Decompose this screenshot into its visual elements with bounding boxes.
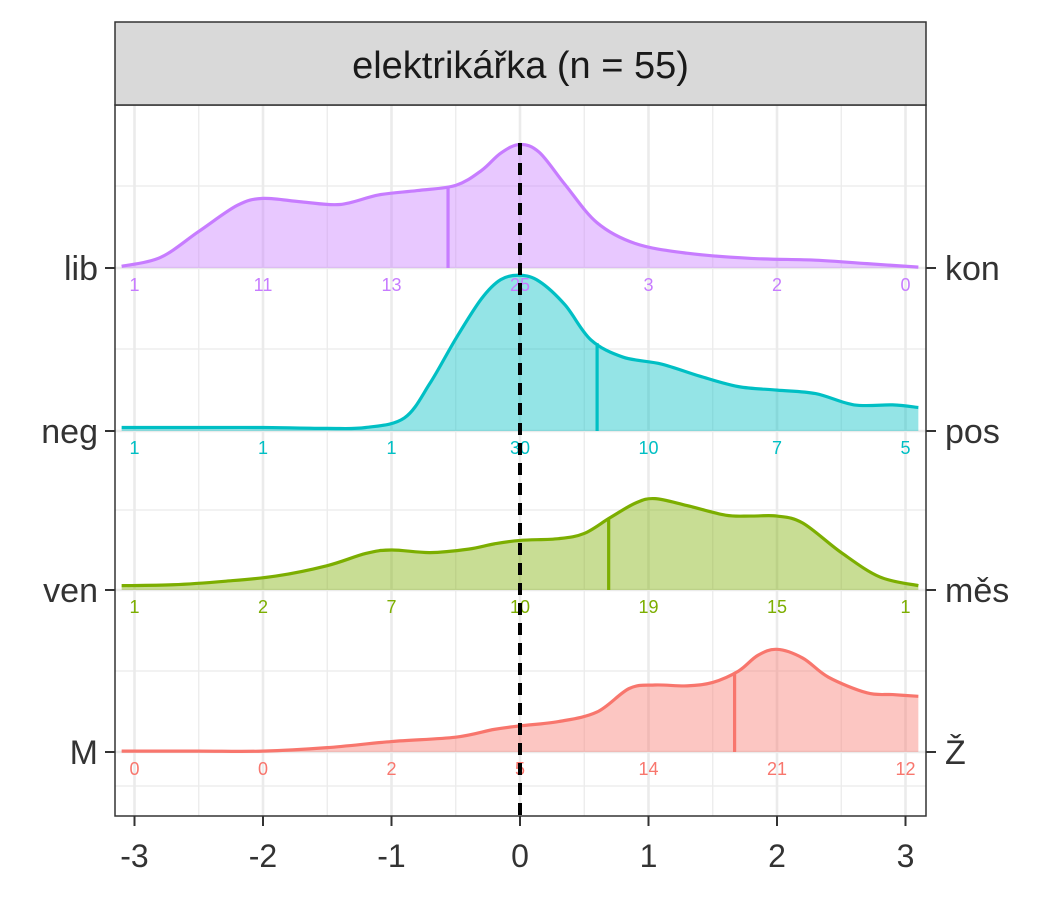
count-label: 0 <box>129 759 139 779</box>
count-label: 1 <box>129 275 139 295</box>
count-label: 5 <box>900 438 910 458</box>
x-axis-tick-label: 1 <box>640 838 658 874</box>
count-label: 13 <box>381 275 401 295</box>
ridge-M-Ž <box>121 647 919 753</box>
facet-strip-background <box>114 21 927 106</box>
x-axis-tick-label: 2 <box>768 838 786 874</box>
ridge-line <box>121 496 919 588</box>
count-label: 1 <box>386 438 396 458</box>
right-axis-label: kon <box>945 250 1000 288</box>
left-axis-label: neg <box>41 413 98 451</box>
count-label: 2 <box>386 759 396 779</box>
ridge-line <box>121 647 919 753</box>
count-label: 0 <box>258 759 268 779</box>
facet-title: elektrikářka (n = 55) <box>352 45 689 87</box>
x-axis-tick-label: -2 <box>249 838 277 874</box>
x-axis-tick-label: -3 <box>120 838 148 874</box>
left-axis-label: lib <box>64 250 98 288</box>
count-label: 1 <box>258 438 268 458</box>
ridge-area <box>121 649 919 752</box>
count-label: 15 <box>767 597 787 617</box>
right-axis-label: měs <box>945 572 1009 610</box>
count-label: 10 <box>638 438 658 458</box>
right-axis-label: Ž <box>945 734 966 772</box>
count-label: 3 <box>643 275 653 295</box>
count-label: 0 <box>900 275 910 295</box>
count-label: 11 <box>254 275 273 295</box>
x-axis-tick-label: 0 <box>511 838 529 874</box>
x-axis: -3 -2 -1 0 1 2 3 <box>120 816 914 874</box>
count-label: 2 <box>258 597 268 617</box>
x-axis-tick-label: 3 <box>897 838 915 874</box>
count-label: 12 <box>895 759 915 779</box>
ridge-line <box>121 273 919 431</box>
count-label: 1 <box>129 438 139 458</box>
count-label: 7 <box>386 597 396 617</box>
count-label: 2 <box>772 275 782 295</box>
right-axis-label: pos <box>945 413 1000 451</box>
count-labels: 111132532011130107512710191510025142112 <box>129 275 915 779</box>
count-label: 21 <box>767 759 787 779</box>
left-axis-label: ven <box>43 572 98 610</box>
count-label: 19 <box>638 597 658 617</box>
left-axis-label: M <box>70 734 98 772</box>
count-label: 1 <box>129 597 139 617</box>
count-label: 14 <box>638 759 658 779</box>
x-axis-tick-label: -1 <box>377 838 405 874</box>
facet-strip: elektrikářka (n = 55) <box>114 21 927 106</box>
ridge-line <box>121 142 919 269</box>
right-axis: kon pos měs Ž <box>926 250 1009 772</box>
count-label: 1 <box>900 597 910 617</box>
count-label: 7 <box>772 438 782 458</box>
left-axis: lib neg ven M <box>41 250 115 772</box>
